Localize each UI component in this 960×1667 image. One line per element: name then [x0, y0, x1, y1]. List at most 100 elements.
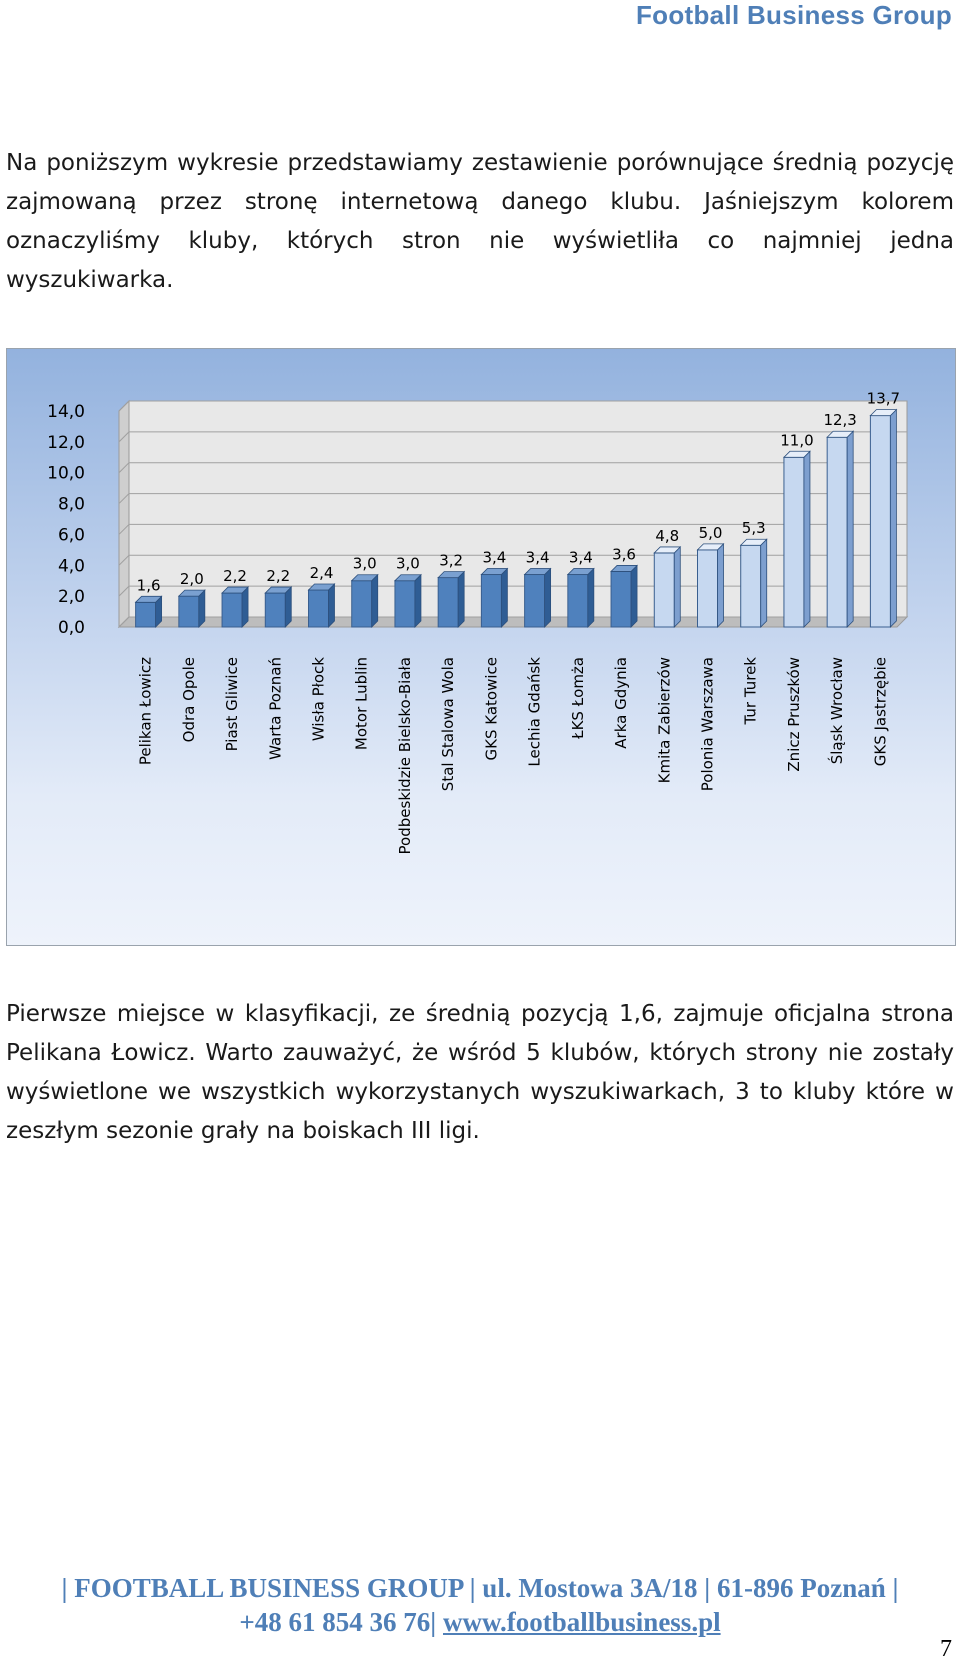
- y-tick-label: 8,0: [58, 495, 85, 515]
- bar-side: [889, 408, 897, 628]
- bar-top: [869, 409, 898, 417]
- gridline-diagonal: [118, 493, 130, 504]
- bar-top: [696, 543, 725, 551]
- bar-value-label: 2,4: [310, 564, 334, 582]
- bar: [653, 552, 675, 628]
- y-tick-label: 10,0: [47, 464, 85, 484]
- bar-side: [544, 567, 552, 628]
- bar-top: [134, 595, 163, 603]
- footer-website-link[interactable]: www.footballbusiness.pl: [443, 1607, 721, 1637]
- bar-side: [500, 567, 508, 628]
- x-category-label: GKS Katowice: [482, 657, 500, 760]
- bar: [740, 544, 762, 628]
- bar-top: [350, 574, 379, 582]
- bar-value-label: 3,4: [526, 549, 550, 567]
- x-category-label: Lechia Gdańsk: [526, 657, 544, 767]
- x-category-label: Odra Opole: [180, 657, 198, 742]
- bar-side: [717, 542, 724, 628]
- bar-top: [480, 568, 509, 575]
- bar: [869, 415, 891, 628]
- x-category-label: Stal Stalowa Wola: [439, 657, 457, 791]
- x-category-label: Polonia Warszawa: [699, 657, 717, 791]
- bar-value-label: 3,2: [439, 552, 463, 570]
- bar-value-label: 3,4: [569, 549, 593, 567]
- bar-side: [371, 573, 379, 628]
- bar-top: [393, 574, 422, 582]
- bar-value-label: 12,3: [823, 411, 856, 429]
- bar-side: [241, 586, 249, 628]
- chart-side-wall: [118, 399, 130, 629]
- bar-value-label: 3,6: [612, 545, 636, 563]
- bar-value-label: 13,7: [867, 390, 900, 408]
- bar-value-label: 5,0: [699, 524, 723, 542]
- x-category-label: GKS Jastrzębie: [871, 657, 889, 766]
- bar: [610, 570, 632, 628]
- gridline-diagonal: [118, 431, 130, 443]
- footer-address: | FOOTBALL BUSINESS GROUP | ul. Mostowa …: [61, 1573, 899, 1603]
- bar: [826, 436, 848, 628]
- bar-top: [782, 450, 811, 458]
- x-category-label: Piast Gliwice: [223, 657, 241, 751]
- bar-value-label: 2,2: [223, 567, 247, 585]
- y-tick-label: 12,0: [47, 433, 85, 453]
- y-tick-label: 4,0: [58, 556, 85, 576]
- x-category-label: ŁKS Łomża: [569, 657, 587, 740]
- x-category-label: Wisła Płock: [310, 657, 328, 741]
- bar-side: [587, 567, 595, 628]
- bar: [697, 549, 718, 628]
- chart-canvas: 0,0 2,0 4,0 6,0 8,0 10,0 12,0 14,0 1,6 Pelikan Ło…: [47, 390, 909, 854]
- bar: [437, 577, 459, 628]
- bar: [264, 592, 286, 628]
- bar-top: [610, 565, 639, 572]
- y-tick-label: 2,0: [58, 587, 85, 607]
- bar-top: [437, 571, 466, 579]
- bar: [783, 456, 805, 628]
- bar-side: [760, 538, 768, 628]
- bar-top: [177, 589, 206, 597]
- bar-top: [826, 430, 855, 438]
- bar-chart: 0,0 2,0 4,0 6,0 8,0 10,0 12,0 14,0 1,6 Pelikan Ło…: [6, 348, 956, 946]
- bar-top: [307, 583, 336, 591]
- x-category-label: Tur Turek: [742, 657, 760, 726]
- x-category-label: Znicz Pruszków: [785, 657, 803, 772]
- bar-side: [846, 430, 854, 628]
- bar-value-label: 11,0: [780, 431, 813, 449]
- gridline-diagonal: [118, 616, 130, 628]
- gridline-diagonal: [118, 462, 130, 474]
- bar: [567, 574, 589, 628]
- y-tick-label: 6,0: [58, 525, 85, 545]
- bar-top: [653, 546, 682, 554]
- x-category-label: Warta Poznań: [266, 657, 284, 760]
- bar: [178, 595, 200, 628]
- bar-value-label: 3,4: [482, 549, 506, 567]
- chart-back-wall: [128, 400, 908, 618]
- bar-side: [803, 450, 811, 628]
- bar-value-label: 3,0: [396, 555, 420, 573]
- x-category-label: Motor Lublin: [353, 657, 371, 750]
- footer-contact: +48 61 854 36 76| www.footballbusiness.p…: [0, 1607, 960, 1638]
- bar: [221, 592, 243, 628]
- bar-side: [673, 545, 681, 628]
- bar: [480, 574, 502, 628]
- x-category-label: Kmita Zabierzów: [655, 657, 673, 783]
- bar-value-label: 1,6: [137, 576, 161, 594]
- result-paragraph: Pierwsze miejsce w klasyfikacji, ze śred…: [6, 1001, 954, 1144]
- bar-side: [284, 586, 292, 628]
- gridline-diagonal: [118, 400, 130, 412]
- intro-paragraph: Na poniższym wykresie przedstawiamy zest…: [6, 150, 954, 293]
- bar-side: [328, 583, 335, 628]
- y-tick-label: 14,0: [47, 402, 85, 422]
- x-category-label: Podbeskidzie Bielsko-Biała: [396, 657, 414, 854]
- bar-value-label: 3,0: [353, 555, 377, 573]
- bar: [524, 574, 546, 628]
- bar-value-label: 2,2: [266, 567, 290, 585]
- bar: [135, 601, 157, 628]
- y-tick-label: 0,0: [58, 618, 85, 638]
- bar: [308, 589, 329, 628]
- bar-top: [523, 568, 552, 575]
- x-category-label: Śląsk Wrocław: [827, 657, 846, 764]
- bar: [394, 580, 416, 628]
- bar: [351, 580, 373, 628]
- gridline-diagonal: [118, 585, 130, 597]
- bar-side: [630, 564, 638, 628]
